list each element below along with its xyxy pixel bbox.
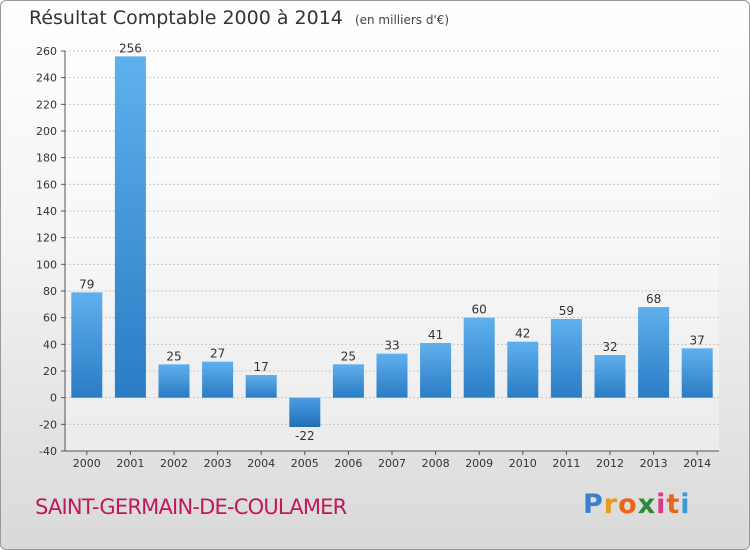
y-tick-label: 180 (36, 152, 57, 165)
x-tick-label: 2010 (509, 457, 537, 470)
data-label: 59 (559, 304, 574, 318)
y-tick-label: -40 (39, 445, 57, 458)
data-label: 42 (515, 327, 530, 341)
bar (114, 56, 146, 398)
chart-title: Résultat Comptable 2000 à 2014 (en milli… (29, 7, 449, 29)
bar (507, 341, 539, 398)
y-tick-label: 20 (43, 365, 57, 378)
data-label: 256 (119, 41, 142, 55)
logo-letter: t (666, 489, 681, 520)
data-label: -22 (295, 429, 315, 443)
proxiti-logo[interactable]: Proxiti (583, 489, 691, 520)
data-label: 68 (646, 292, 661, 306)
y-tick-label: 60 (43, 312, 57, 325)
bar (594, 355, 626, 398)
x-tick-label: 2009 (465, 457, 493, 470)
y-tick-label: 0 (50, 392, 57, 405)
data-label: 60 (472, 303, 487, 317)
data-label: 25 (166, 349, 181, 363)
y-tick-label: 80 (43, 285, 57, 298)
data-label: 32 (602, 340, 617, 354)
x-tick-label: 2000 (73, 457, 101, 470)
x-tick-label: 2014 (683, 457, 711, 470)
logo-letter: o (618, 489, 638, 520)
logo-letter: i (656, 489, 667, 520)
logo-letter: P (583, 489, 604, 520)
x-tick-label: 2007 (378, 457, 406, 470)
y-tick-label: 200 (36, 125, 57, 138)
logo-letter: x (637, 489, 657, 520)
bar (463, 317, 495, 398)
data-label: 79 (79, 277, 94, 291)
bar (71, 292, 103, 398)
data-label: 25 (341, 349, 356, 363)
y-tick-label: 220 (36, 98, 57, 111)
y-tick-label: 240 (36, 72, 57, 85)
data-label: 37 (690, 333, 705, 347)
y-tick-label: 160 (36, 178, 57, 191)
bar (289, 397, 321, 427)
x-tick-label: 2005 (291, 457, 319, 470)
title-text: Résultat Comptable 2000 à 2014 (29, 7, 343, 29)
bar (245, 375, 277, 398)
x-tick-label: 2008 (422, 457, 450, 470)
bar (550, 319, 582, 398)
y-tick-label: 140 (36, 205, 57, 218)
logo-letter: r (603, 489, 619, 520)
x-tick-label: 2003 (204, 457, 232, 470)
subtitle-text: (en milliers d'€) (354, 13, 450, 27)
bar (202, 361, 234, 398)
bar (332, 364, 364, 398)
x-tick-label: 2002 (160, 457, 188, 470)
x-tick-label: 2006 (334, 457, 362, 470)
x-tick-label: 2013 (640, 457, 668, 470)
data-label: 27 (210, 347, 225, 361)
bar (420, 343, 452, 398)
x-tick-label: 2012 (596, 457, 624, 470)
x-tick-label: 2004 (247, 457, 275, 470)
x-tick-label: 2011 (552, 457, 580, 470)
bar (376, 353, 408, 398)
bar (158, 364, 190, 398)
y-tick-label: -20 (39, 418, 57, 431)
x-tick-label: 2001 (116, 457, 144, 470)
town-name: SAINT-GERMAIN-DE-COULAMER (35, 495, 347, 519)
y-tick-label: 40 (43, 338, 57, 351)
y-tick-label: 260 (36, 45, 57, 58)
y-tick-label: 120 (36, 232, 57, 245)
bar (681, 348, 713, 398)
y-tick-label: 100 (36, 258, 57, 271)
data-label: 17 (254, 360, 269, 374)
data-label: 41 (428, 328, 443, 342)
data-label: 33 (384, 339, 399, 353)
bar (638, 307, 670, 398)
logo-letter: i (680, 489, 691, 520)
